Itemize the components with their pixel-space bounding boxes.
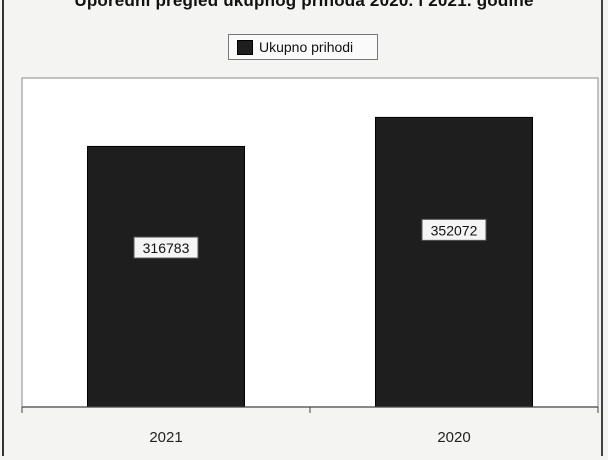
chart-title: Uporedni pregled ukupnog prihoda 2020. i… [74, 0, 534, 10]
data-label-box [421, 218, 487, 241]
legend-label: Ukupno prihodi [259, 39, 354, 55]
legend-swatch [237, 39, 253, 55]
data-label-box [133, 236, 199, 259]
x-tick-label: 2020 [437, 429, 470, 446]
data-label: 352072 [431, 222, 478, 238]
data-label: 316783 [143, 240, 190, 256]
legend: Ukupno prihodi [228, 34, 378, 60]
outer-frame [2, 0, 603, 456]
bar-2020 [375, 116, 533, 408]
x-tick-label: 2021 [149, 429, 182, 446]
bar-2021 [87, 145, 245, 408]
